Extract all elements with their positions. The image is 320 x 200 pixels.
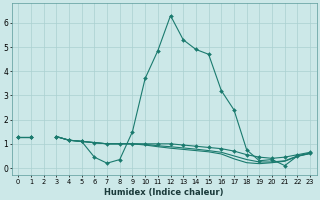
X-axis label: Humidex (Indice chaleur): Humidex (Indice chaleur) bbox=[104, 188, 224, 197]
